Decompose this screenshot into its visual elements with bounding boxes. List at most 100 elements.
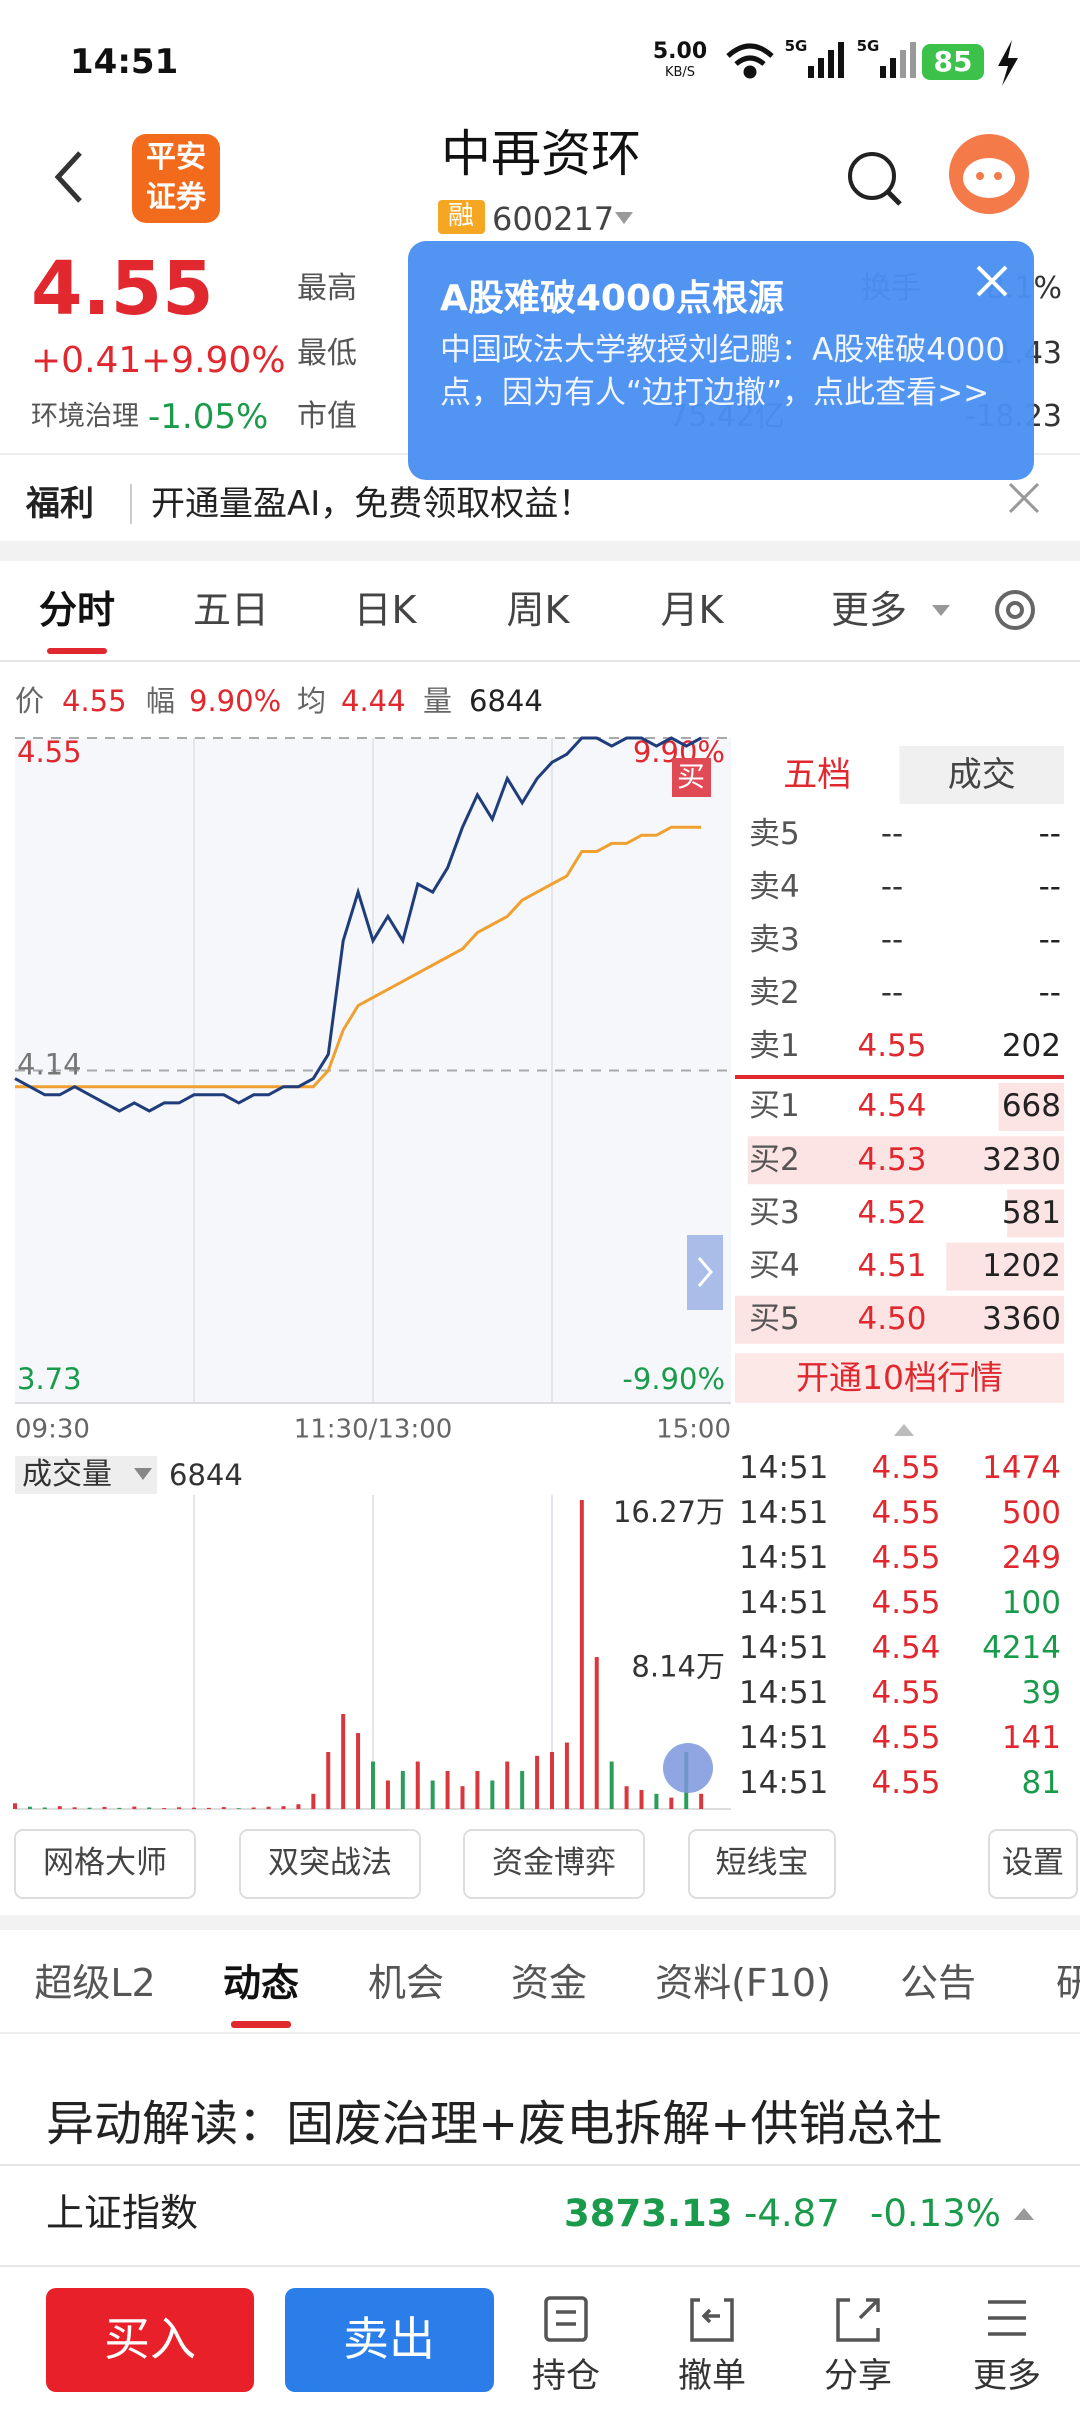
book-tab[interactable]: 成交 <box>947 754 1016 795</box>
volume-bar <box>415 1761 420 1809</box>
buy-label[interactable]: 买入 <box>104 2312 196 2367</box>
trade-price: 4.55 <box>871 1720 941 1757</box>
scroll-up[interactable] <box>894 1424 914 1436</box>
tool-label[interactable]: 资金博弈 <box>492 1845 616 1882</box>
book-volume: -- <box>1038 974 1061 1011</box>
info-range-label: 幅 <box>146 683 176 718</box>
volume-bar <box>400 1771 405 1809</box>
volume-bar <box>535 1755 540 1809</box>
stock-code: 600217 <box>492 199 615 238</box>
back-button[interactable] <box>54 151 82 203</box>
stock-name: 中再资环 <box>441 125 641 183</box>
volume-label-box[interactable] <box>15 1456 157 1494</box>
broker-logo <box>132 134 220 223</box>
volume-bar <box>505 1761 510 1809</box>
volume-bar <box>564 1742 569 1809</box>
upgrade-button[interactable] <box>735 1353 1064 1403</box>
book-level: 买3 <box>749 1194 800 1231</box>
chart-tab[interactable]: 日K <box>353 588 417 633</box>
search-button[interactable] <box>848 152 902 206</box>
volume-bar <box>57 1806 62 1809</box>
tool-button[interactable] <box>988 1829 1078 1899</box>
tool-button[interactable] <box>463 1829 645 1899</box>
tool-label[interactable]: 双突战法 <box>268 1845 392 1882</box>
info-range: 9.90% <box>189 683 282 718</box>
detail-tab[interactable]: 公告 <box>899 1961 977 2006</box>
tool-label[interactable]: 网格大师 <box>43 1845 167 1882</box>
chart-tab[interactable]: 更多 <box>830 588 908 633</box>
chart-tab[interactable]: 分时 <box>38 588 116 633</box>
action-label[interactable]: 分享 <box>824 2355 892 2396</box>
settings-button[interactable] <box>995 590 1035 630</box>
expand-panel-button[interactable] <box>687 1235 723 1310</box>
volume-bar <box>27 1806 32 1809</box>
more-dropdown[interactable] <box>932 605 950 616</box>
x-tick-label: 11:30/13:00 <box>294 1415 453 1445</box>
tool-label[interactable]: 设置 <box>1002 1845 1064 1882</box>
promo-text[interactable]: 开通量盈AI，免费领取权益！ <box>151 483 593 524</box>
book-tab[interactable]: 五档 <box>783 754 852 795</box>
volume-bar <box>445 1771 450 1809</box>
price-line <box>15 825 702 1089</box>
promo-close[interactable] <box>1008 482 1040 514</box>
code-dropdown[interactable] <box>615 212 633 224</box>
volume-bar <box>609 1761 614 1809</box>
book-volume: -- <box>1038 816 1061 853</box>
chart-tab[interactable]: 周K <box>506 588 570 633</box>
depth-bar <box>747 1136 1064 1185</box>
action-label[interactable]: 撤单 <box>678 2355 746 2396</box>
tool-button[interactable] <box>688 1829 836 1899</box>
trade-volume: 39 <box>1021 1675 1061 1712</box>
tool-button[interactable] <box>14 1829 196 1899</box>
sell-button[interactable] <box>285 2288 494 2392</box>
info-vol: 6844 <box>469 683 543 718</box>
detail-tab[interactable]: 机会 <box>367 1961 445 2006</box>
upgrade-text[interactable]: 开通10档行情 <box>796 1358 1003 1398</box>
stat-label: 最高 <box>297 271 357 306</box>
info-price: 4.55 <box>62 683 127 718</box>
section-gap <box>0 541 1080 561</box>
action-label[interactable]: 持仓 <box>532 2355 600 2396</box>
volume-bar <box>475 1771 480 1809</box>
signal-icon <box>808 42 916 78</box>
logo-text: 平安 <box>146 140 206 175</box>
trade-volume: 81 <box>1021 1765 1061 1802</box>
volume-label[interactable]: 成交量 <box>22 1457 112 1492</box>
tool-button[interactable] <box>239 1829 421 1899</box>
detail-tab[interactable]: 研 <box>1055 1961 1080 2006</box>
sell-label[interactable]: 卖出 <box>343 2312 435 2367</box>
trade-price: 4.55 <box>871 1675 941 1712</box>
trade-time: 14:51 <box>739 1450 829 1487</box>
book-level: 卖4 <box>749 869 800 906</box>
action-label[interactable]: 更多 <box>973 2355 1041 2396</box>
news-headline[interactable]: 异动解读：固废治理+废电拆解+供销总社 <box>46 2096 943 2153</box>
volume-bar <box>311 1793 316 1809</box>
detail-tab[interactable]: 超级L2 <box>34 1961 156 2006</box>
news-popup[interactable]: A股难破4000点根源 中国政法大学教授刘纪鹏：A股难破4000点，因为有人“边… <box>408 241 1034 480</box>
detail-tab[interactable]: 资金 <box>510 1961 588 2006</box>
battery <box>922 44 984 80</box>
detail-tab[interactable]: 资料(F10) <box>655 1961 831 2006</box>
expand-chart-button[interactable] <box>663 1743 713 1793</box>
popup-close[interactable] <box>972 261 1012 301</box>
index-change-pct: -0.13% <box>870 2191 1001 2235</box>
depth-bar <box>735 1295 1064 1344</box>
book-volume: 1202 <box>982 1248 1061 1284</box>
chart-tab[interactable]: 五日 <box>192 588 270 633</box>
book-volume: -- <box>1038 869 1061 906</box>
chart-tab[interactable]: 月K <box>660 588 724 633</box>
buy-button[interactable] <box>46 2288 254 2392</box>
detail-tab[interactable]: 动态 <box>222 1961 300 2006</box>
tab-bg <box>899 746 1064 804</box>
y-tick-label: 4.55 <box>17 735 82 769</box>
book-volume: 3230 <box>982 1141 1061 1178</box>
chevron <box>697 1257 713 1287</box>
trade-volume: 4214 <box>982 1630 1061 1667</box>
assistant-avatar[interactable] <box>949 134 1029 214</box>
volume-bar <box>669 1797 674 1809</box>
book-price: 4.54 <box>857 1088 927 1125</box>
tool-label[interactable]: 短线宝 <box>715 1845 809 1882</box>
volume-bar <box>117 1807 122 1809</box>
index-expand[interactable] <box>1014 2208 1034 2220</box>
